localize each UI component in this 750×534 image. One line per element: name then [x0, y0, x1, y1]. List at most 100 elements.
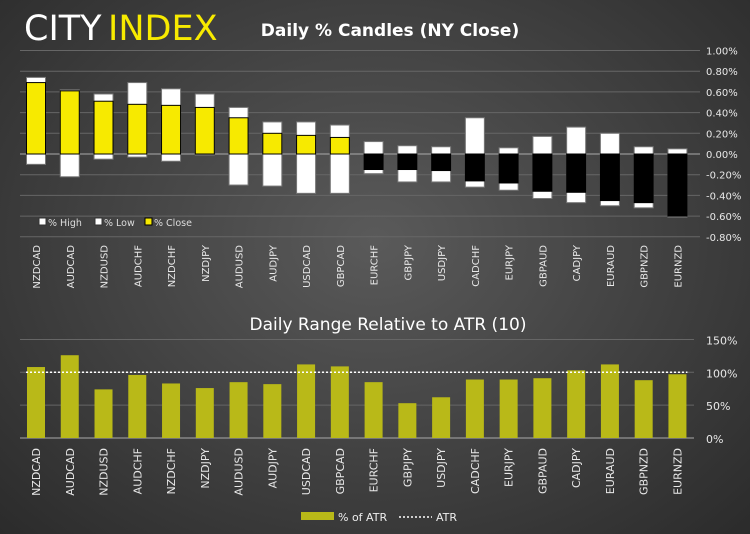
x-tick-label: NZDUSD [100, 245, 111, 289]
y-tick-label: 0.40% [706, 109, 738, 120]
close-bar [633, 153, 654, 204]
atr-bar [263, 384, 282, 438]
y-tick-label: 50% [706, 400, 730, 413]
atr-bar [432, 397, 451, 438]
x-tick-label: GBPJPY [403, 244, 414, 280]
low-bar [296, 153, 317, 194]
x-tick-label: USDJPY [437, 244, 448, 281]
x-tick-label: EURNZD [673, 245, 684, 288]
x-tick-label: CADJPY [572, 244, 583, 281]
high-bar [667, 148, 688, 155]
x-tick-label: AUDCAD [66, 245, 77, 289]
x-tick-label: USDJPY [435, 448, 448, 488]
atr-bar [195, 388, 214, 438]
logo-index: INDEX [108, 9, 218, 49]
low-bar [262, 153, 283, 187]
atr-bar [162, 383, 181, 438]
close-bar [431, 153, 452, 172]
atr-bar [330, 366, 349, 438]
close-bar [296, 134, 317, 155]
atr-bar [499, 379, 518, 438]
y-tick-label: 0.60% [706, 88, 738, 99]
x-tick-label: GBPNZD [640, 245, 651, 288]
atr-legend: % of ATR ATR [301, 511, 457, 524]
y-tick-label: 150% [706, 334, 737, 347]
legend-close-label: % Close [154, 218, 192, 229]
x-tick-label: NZDCAD [32, 245, 43, 289]
low-bar [59, 153, 80, 178]
close-bar [26, 82, 46, 155]
legend-atr-line-label: ATR [436, 511, 457, 524]
close-bar [127, 103, 148, 155]
high-bar [431, 146, 452, 155]
x-tick-label: EURCHF [368, 448, 381, 492]
legend-close-swatch [144, 217, 153, 226]
x-tick-label: EURNZD [671, 448, 684, 495]
high-bar [566, 126, 587, 155]
atr-bar [364, 382, 383, 438]
x-tick-label: CADJPY [570, 448, 583, 488]
x-tick-label: AUDJPY [266, 448, 279, 489]
high-bar [464, 117, 485, 155]
y-tick-label: 0.20% [706, 129, 738, 140]
x-tick-label: AUDUSD [235, 245, 246, 289]
candles-legend: % High % Low % Close [38, 217, 192, 229]
y-tick-label: 0% [706, 433, 723, 446]
candles-title: Daily % Candles (NY Close) [261, 21, 519, 41]
legend-high-label: % High [48, 218, 82, 229]
atr-title: Daily Range Relative to ATR (10) [250, 315, 527, 335]
atr-bar [27, 367, 45, 438]
atr-bar [668, 374, 687, 438]
x-tick-label: CADCHF [471, 245, 482, 287]
low-bar [26, 153, 46, 165]
close-bar [532, 153, 553, 192]
x-tick-label: CADCHF [469, 448, 482, 494]
close-bar [464, 153, 485, 182]
close-bar [59, 90, 80, 155]
high-bar [633, 146, 654, 155]
close-bar [329, 136, 350, 155]
atr-bar [567, 370, 586, 438]
atr-bar [398, 403, 417, 438]
x-tick-label: NZDCHF [167, 245, 178, 288]
x-tick-label: AUDCHF [131, 448, 144, 494]
y-tick-label: -0.40% [706, 191, 741, 202]
close-bar [599, 153, 620, 202]
x-tick-label: USDCAD [302, 245, 313, 288]
x-tick-label: USDCAD [300, 448, 313, 495]
low-bar [329, 153, 350, 194]
legend-atr-bar-label: % of ATR [338, 511, 387, 524]
y-tick-label: 0.80% [706, 67, 738, 78]
x-tick-label: GBPAUD [538, 245, 549, 287]
close-bar [667, 153, 688, 217]
x-tick-label: EURJPY [503, 448, 516, 487]
x-tick-label: EURCHF [370, 245, 381, 286]
close-bar [363, 153, 384, 171]
x-tick-label: GBPCAD [334, 448, 347, 494]
logo-city: CITY [24, 9, 102, 49]
atr-bar [60, 355, 79, 438]
x-tick-label: NZDCAD [30, 448, 43, 496]
x-tick-label: AUDUSD [233, 448, 246, 496]
x-tick-label: EURAUD [604, 448, 617, 494]
close-bar [498, 153, 519, 184]
low-bar [93, 153, 114, 160]
x-tick-label: GBPAUD [536, 448, 549, 494]
high-bar [397, 145, 418, 155]
x-tick-label: NZDJPY [199, 448, 212, 489]
y-tick-label: 0.00% [706, 150, 738, 161]
atr-bar [229, 382, 248, 438]
high-bar [532, 135, 553, 155]
y-tick-label: 100% [706, 367, 737, 380]
y-tick-label: 1.00% [706, 47, 738, 58]
legend-low-label: % Low [104, 218, 135, 229]
atr-bar [297, 364, 316, 438]
atr-bar [94, 389, 113, 438]
low-bar [228, 153, 249, 186]
atr-bar [634, 380, 653, 438]
x-tick-label: NZDJPY [201, 244, 212, 282]
y-tick-label: -0.20% [706, 171, 741, 182]
close-bar [566, 153, 587, 193]
y-tick-label: -0.60% [706, 212, 741, 223]
